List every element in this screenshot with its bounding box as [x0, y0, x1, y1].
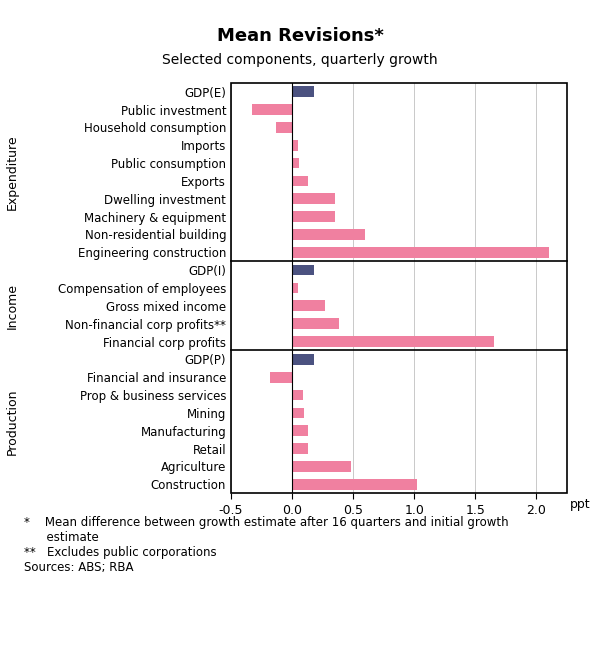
- Text: *    Mean difference between growth estimate after 16 quarters and initial growt: * Mean difference between growth estimat…: [24, 516, 509, 575]
- Bar: [276, 122, 292, 132]
- Text: Mean Revisions*: Mean Revisions*: [217, 27, 383, 46]
- Bar: [292, 158, 299, 168]
- Bar: [292, 265, 314, 275]
- Bar: [270, 372, 292, 383]
- Bar: [252, 104, 292, 115]
- Bar: [292, 193, 335, 204]
- Bar: [292, 426, 308, 436]
- Bar: [292, 336, 494, 347]
- Text: Income: Income: [5, 283, 19, 329]
- Text: ppt: ppt: [570, 498, 590, 511]
- Bar: [292, 354, 314, 365]
- Text: Selected components, quarterly growth: Selected components, quarterly growth: [162, 52, 438, 67]
- Bar: [292, 318, 338, 329]
- Text: Expenditure: Expenditure: [5, 134, 19, 210]
- Bar: [292, 175, 308, 186]
- Text: Production: Production: [5, 389, 19, 455]
- Bar: [292, 479, 417, 490]
- Bar: [292, 390, 303, 401]
- Bar: [292, 86, 314, 97]
- Bar: [292, 461, 351, 472]
- Bar: [292, 444, 308, 454]
- Bar: [292, 211, 335, 222]
- Bar: [292, 229, 365, 240]
- Bar: [292, 283, 298, 293]
- Bar: [292, 408, 304, 418]
- Bar: [292, 247, 548, 258]
- Bar: [292, 140, 298, 150]
- Bar: [292, 301, 325, 311]
